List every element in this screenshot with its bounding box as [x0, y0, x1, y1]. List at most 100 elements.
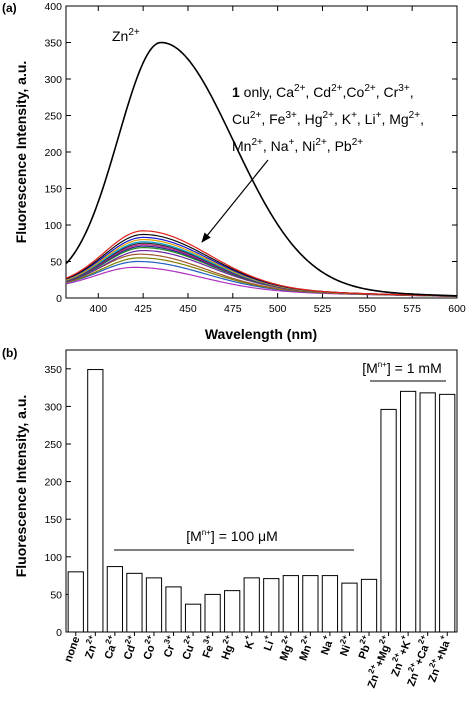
- text-run: Ca: [102, 643, 118, 661]
- x-tick-label: K+: [239, 633, 258, 651]
- text-run: K: [243, 639, 257, 651]
- y-tick-label: 400: [44, 1, 62, 13]
- others-annotation-line-3: Mn2+, Na+, Ni2+, Pb2+: [232, 137, 363, 154]
- y-tick-label: 100: [44, 220, 62, 232]
- text-run: 3+: [162, 633, 174, 645]
- x-tick-label: Hg2+: [216, 633, 239, 661]
- y-tick-label: 200: [44, 147, 62, 159]
- x-tick-label: Mg2+: [274, 633, 298, 662]
- text-run: 2+: [352, 137, 364, 148]
- bar: [106, 566, 123, 633]
- text-run: 2+: [364, 83, 376, 94]
- text-run: 2+: [279, 633, 291, 645]
- text-run: ] = 1 mM: [387, 360, 442, 376]
- text-run: Cr: [162, 643, 178, 659]
- bar: [321, 575, 339, 633]
- text-run: 2+: [315, 137, 327, 148]
- zn-annotation-text: Zn: [112, 28, 128, 44]
- panel-b-y-axis-title: Fluorescence Intensity, a.u.: [13, 395, 29, 578]
- y-tick-label: 250: [44, 439, 62, 451]
- y-tick-label: 0: [56, 627, 62, 639]
- text-run: +: [398, 633, 408, 641]
- bar: [67, 571, 84, 633]
- panel-a-y-axis: 0 50 100 150 200 250 300 350 400: [44, 1, 457, 305]
- x-tick-label: Zn2++K+: [386, 633, 415, 678]
- text-run: , Cr: [376, 84, 399, 100]
- text-run: ] = 100 μM: [211, 528, 278, 544]
- text-run: , Ni: [294, 138, 315, 154]
- text-run: 2+: [84, 633, 96, 645]
- bar: [341, 582, 358, 633]
- x-tick-label: 550: [359, 303, 377, 315]
- text-run: Zn: [83, 643, 99, 660]
- y-tick-label: 100: [44, 552, 62, 564]
- panel-a-curves: [65, 41, 458, 298]
- text-run: 2+: [299, 633, 311, 645]
- group-1mM-label: [Mn+] = 1 mM: [362, 360, 442, 376]
- text-run: Li: [262, 639, 277, 652]
- text-run: , Li: [357, 111, 376, 127]
- zn-annotation-charge: 2+: [128, 27, 140, 38]
- text-run: Mg: [278, 643, 295, 662]
- y-tick-label: 50: [50, 257, 62, 269]
- y-tick-label: 200: [44, 477, 62, 489]
- x-tick-label: 400: [90, 303, 108, 315]
- y-tick-label: 0: [56, 293, 62, 305]
- text-run: 2+: [338, 633, 350, 645]
- text-run: +: [289, 137, 295, 148]
- others-annotation-line-2: Cu2+, Fe3+, Hg2+, K+, Li+, Mg2+,: [232, 110, 424, 127]
- bar: [184, 603, 202, 633]
- text-run: +: [320, 633, 330, 641]
- y-tick-label: 300: [44, 74, 62, 86]
- text-run: 2+: [104, 633, 116, 645]
- x-tick-label: Fe3+: [197, 633, 220, 659]
- bar: [302, 575, 319, 633]
- panel-b-y-axis: 0 50 100 150 200 250 300 350: [44, 364, 71, 639]
- text-run: 3+: [285, 110, 297, 121]
- text-run: ,: [420, 111, 424, 127]
- x-tick-label: Co2+: [138, 633, 161, 661]
- text-run: 3+: [201, 633, 213, 645]
- text-run: Mn: [232, 138, 251, 154]
- text-run: 2+: [250, 110, 262, 121]
- bar: [419, 392, 436, 633]
- text-run: 2+: [182, 633, 194, 645]
- text-run: 2+: [323, 110, 335, 121]
- x-tick-label: 475: [224, 303, 242, 315]
- text-run: +Na: [434, 638, 453, 662]
- panel-a-x-axis: 400 425 450 475 500 525 550 575 600: [90, 6, 466, 315]
- text-run: Cu: [180, 643, 196, 661]
- spectrum-line: [65, 230, 458, 297]
- bar: [439, 393, 456, 633]
- x-tick-label: none: [62, 635, 82, 664]
- text-run: Zn: [426, 667, 442, 684]
- text-run: , Na: [263, 138, 289, 154]
- panel-a-y-axis-title: Fluorescence Intensity, a.u.: [13, 61, 29, 244]
- bar: [360, 578, 378, 633]
- bar: [145, 577, 163, 633]
- bar: [224, 590, 241, 633]
- bar: [263, 578, 280, 633]
- text-run: , Pb: [327, 138, 352, 154]
- bar: [243, 577, 260, 633]
- others-annotation-line-1: 1 only, Ca2+, Cd2+,Co2+, Cr3+,: [232, 83, 414, 100]
- text-run: Ni: [338, 643, 353, 657]
- text-run: 2+: [390, 651, 402, 663]
- text-run: 2+: [377, 633, 389, 645]
- x-tick-label: 525: [314, 303, 332, 315]
- text-run: Fe: [201, 643, 217, 659]
- text-run: +: [261, 633, 271, 641]
- spectrum-line: [65, 41, 458, 297]
- bar: [165, 586, 182, 633]
- y-tick-label: 150: [44, 514, 62, 526]
- panel-b-bars: [67, 369, 456, 636]
- text-run: Cd: [122, 643, 138, 661]
- text-run: none: [62, 635, 82, 664]
- x-tick-label: 500: [269, 303, 287, 315]
- text-run: +: [376, 110, 382, 121]
- bar: [400, 390, 417, 633]
- text-run: +Mg: [373, 643, 392, 668]
- x-tick-label: Li+: [258, 633, 278, 652]
- text-run: only, Ca: [240, 84, 294, 100]
- annotation-arrow: [201, 159, 269, 243]
